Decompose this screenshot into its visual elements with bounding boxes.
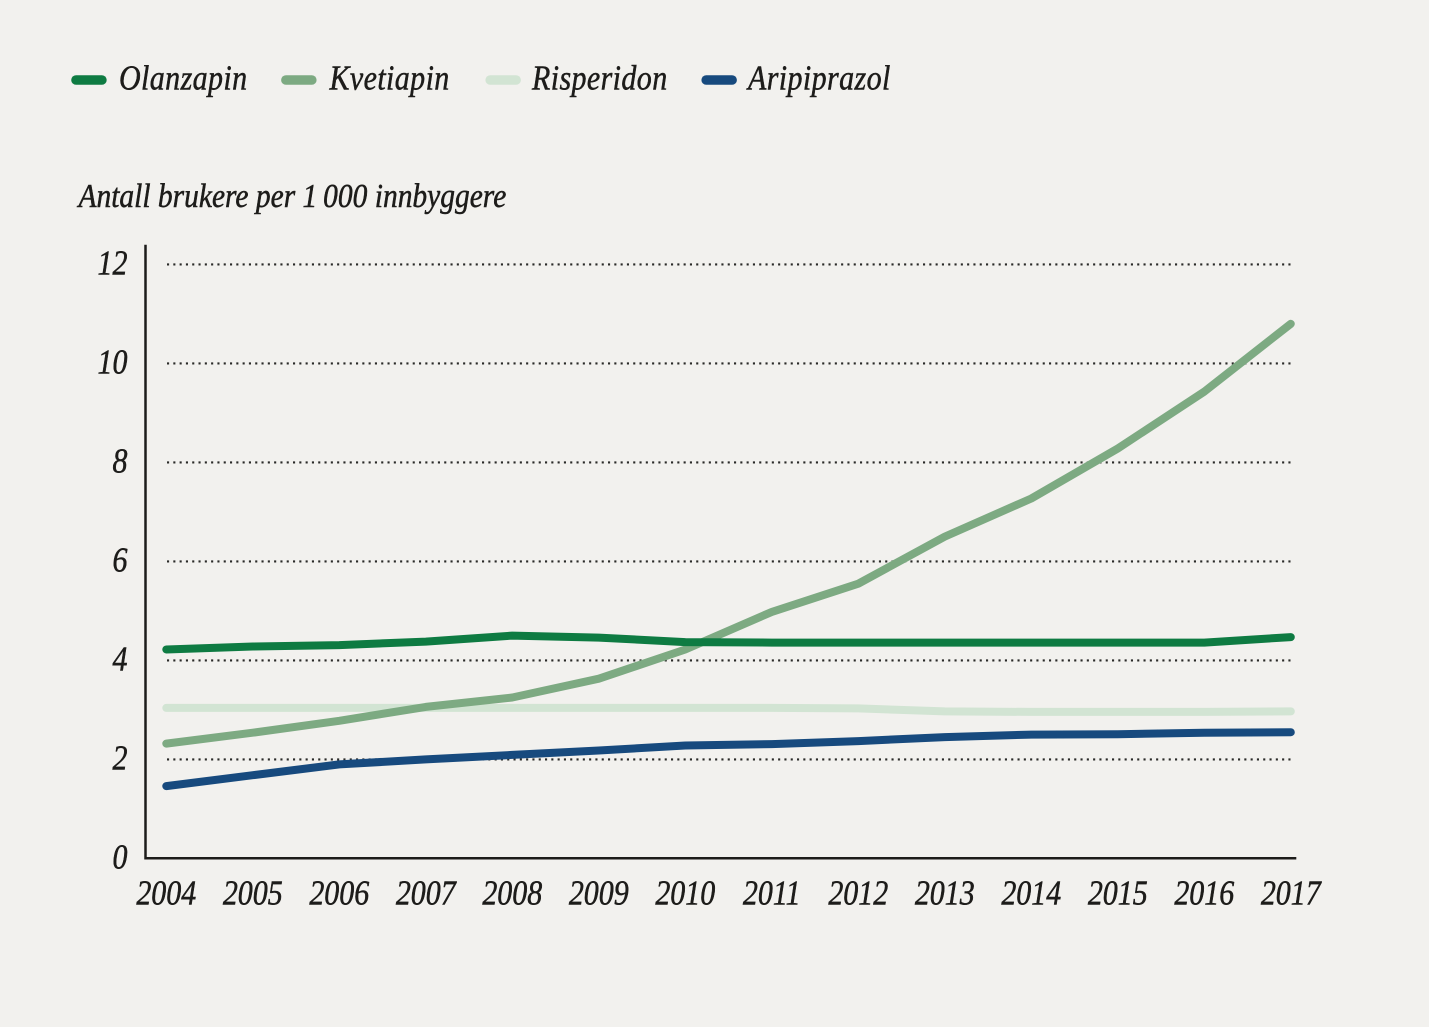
svg-text:2017: 2017 — [1261, 874, 1323, 912]
svg-text:2005: 2005 — [223, 874, 283, 912]
svg-text:10: 10 — [98, 342, 128, 380]
svg-text:2008: 2008 — [482, 874, 542, 912]
svg-text:2007: 2007 — [396, 874, 458, 912]
svg-text:12: 12 — [98, 243, 128, 281]
svg-text:Antall brukere per 1 000 innby: Antall brukere per 1 000 innbyggere — [77, 177, 507, 214]
svg-text:2012: 2012 — [828, 874, 888, 912]
svg-text:Aripiprazol: Aripiprazol — [746, 58, 891, 96]
svg-text:4: 4 — [113, 639, 128, 677]
svg-text:6: 6 — [113, 540, 128, 578]
svg-text:2: 2 — [113, 738, 128, 776]
svg-text:2004: 2004 — [136, 874, 196, 912]
svg-text:2013: 2013 — [915, 874, 975, 912]
svg-text:Risperidon: Risperidon — [531, 58, 668, 96]
svg-text:2015: 2015 — [1088, 874, 1148, 912]
svg-text:2014: 2014 — [1001, 874, 1061, 912]
svg-text:8: 8 — [113, 441, 128, 479]
svg-text:2009: 2009 — [569, 874, 629, 912]
svg-text:2006: 2006 — [309, 874, 369, 912]
svg-text:Kvetiapin: Kvetiapin — [329, 58, 450, 96]
svg-text:0: 0 — [113, 837, 128, 875]
svg-text:2011: 2011 — [743, 874, 801, 912]
svg-text:2016: 2016 — [1174, 874, 1234, 912]
svg-text:Olanzapin: Olanzapin — [119, 58, 248, 96]
svg-text:2010: 2010 — [655, 874, 715, 912]
